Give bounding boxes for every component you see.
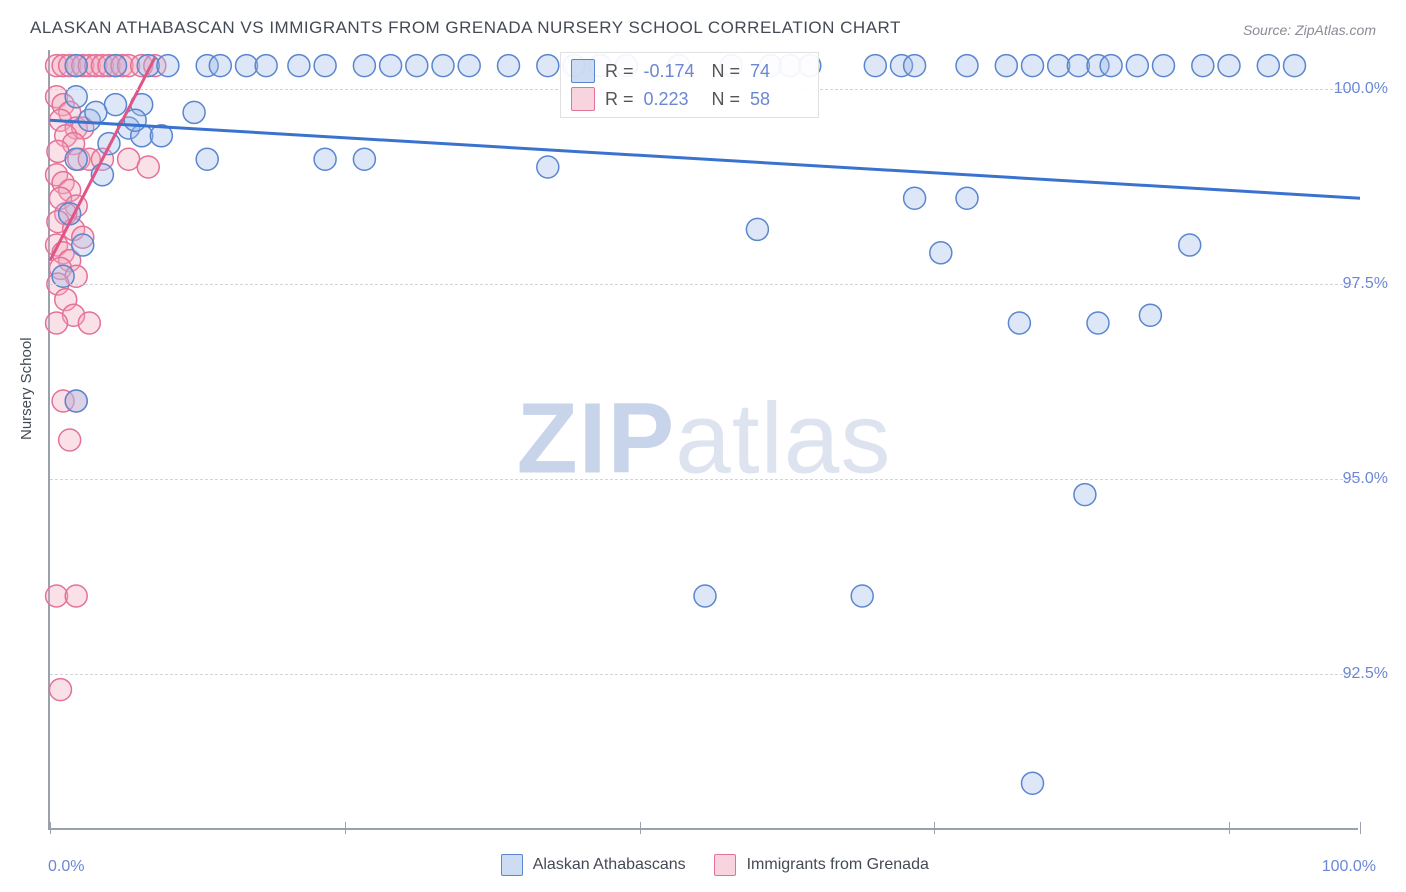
data-point xyxy=(183,101,205,123)
data-point xyxy=(746,218,768,240)
source-label: Source: ZipAtlas.com xyxy=(1243,22,1376,38)
y-tick-label: 100.0% xyxy=(1334,80,1388,98)
data-point xyxy=(105,55,127,77)
data-point xyxy=(864,55,886,77)
data-point xyxy=(537,156,559,178)
data-point xyxy=(72,234,94,256)
gridline xyxy=(50,674,1358,675)
data-point xyxy=(49,679,71,701)
x-tick xyxy=(934,822,935,834)
x-tick xyxy=(1229,822,1230,834)
legend-swatch-series2 xyxy=(714,854,736,876)
data-point xyxy=(432,55,454,77)
legend-bottom: Alaskan Athabascans Immigrants from Gren… xyxy=(0,854,1406,876)
data-point xyxy=(65,390,87,412)
data-point xyxy=(1218,55,1240,77)
data-point xyxy=(1008,312,1030,334)
data-point xyxy=(1153,55,1175,77)
n-label: N = xyxy=(712,89,741,110)
stat-row-series1: R = -0.174 N = 74 xyxy=(571,57,808,85)
stat-s1-n: 74 xyxy=(750,61,808,82)
data-point xyxy=(314,148,336,170)
x-tick-max: 100.0% xyxy=(1322,858,1376,876)
stat-s2-n: 58 xyxy=(750,89,808,110)
x-tick xyxy=(1360,822,1361,834)
data-point xyxy=(406,55,428,77)
data-point xyxy=(458,55,480,77)
data-point xyxy=(1022,772,1044,794)
data-point xyxy=(196,148,218,170)
y-axis-label: Nursery School xyxy=(18,337,35,440)
x-tick xyxy=(50,822,51,834)
data-point xyxy=(78,312,100,334)
data-point xyxy=(1074,484,1096,506)
data-point xyxy=(904,187,926,209)
data-point xyxy=(537,55,559,77)
data-point xyxy=(236,55,258,77)
stat-s1-r: -0.174 xyxy=(644,61,702,82)
data-point xyxy=(380,55,402,77)
data-point xyxy=(1087,312,1109,334)
gridline xyxy=(50,284,1358,285)
data-point xyxy=(1048,55,1070,77)
plot-area: ZIPatlas xyxy=(48,50,1358,830)
data-point xyxy=(498,55,520,77)
y-tick-label: 97.5% xyxy=(1343,275,1388,293)
data-point xyxy=(105,94,127,116)
data-point xyxy=(65,148,87,170)
stat-row-series2: R = 0.223 N = 58 xyxy=(571,85,808,113)
data-point xyxy=(1139,304,1161,326)
data-point xyxy=(1022,55,1044,77)
trend-line xyxy=(50,120,1360,198)
data-point xyxy=(353,148,375,170)
r-label: R = xyxy=(605,89,634,110)
data-point xyxy=(157,55,179,77)
swatch-series1 xyxy=(571,59,595,83)
data-point xyxy=(137,156,159,178)
data-point xyxy=(1179,234,1201,256)
x-tick xyxy=(345,822,346,834)
data-point xyxy=(46,585,68,607)
r-label: R = xyxy=(605,61,634,82)
correlation-stats-box: R = -0.174 N = 74 R = 0.223 N = 58 xyxy=(560,52,819,118)
data-point xyxy=(85,101,107,123)
data-point xyxy=(118,148,140,170)
data-point xyxy=(694,585,716,607)
y-tick-label: 95.0% xyxy=(1343,470,1388,488)
data-point xyxy=(65,55,87,77)
x-tick-min: 0.0% xyxy=(48,858,84,876)
data-point xyxy=(288,55,310,77)
data-point xyxy=(1126,55,1148,77)
data-point xyxy=(1100,55,1122,77)
chart-title: ALASKAN ATHABASCAN VS IMMIGRANTS FROM GR… xyxy=(30,18,901,38)
y-tick-label: 92.5% xyxy=(1343,665,1388,683)
data-point xyxy=(956,187,978,209)
data-point xyxy=(46,312,68,334)
legend-label-series1: Alaskan Athabascans xyxy=(533,856,686,873)
scatter-svg xyxy=(50,50,1360,830)
legend-label-series2: Immigrants from Grenada xyxy=(747,856,929,873)
x-tick xyxy=(640,822,641,834)
data-point xyxy=(59,429,81,451)
data-point xyxy=(1192,55,1214,77)
data-point xyxy=(209,55,231,77)
data-point xyxy=(1067,55,1089,77)
legend-swatch-series1 xyxy=(501,854,523,876)
data-point xyxy=(930,242,952,264)
data-point xyxy=(65,585,87,607)
n-label: N = xyxy=(712,61,741,82)
data-point xyxy=(255,55,277,77)
stat-s2-r: 0.223 xyxy=(644,89,702,110)
gridline xyxy=(50,479,1358,480)
data-point xyxy=(956,55,978,77)
data-point xyxy=(904,55,926,77)
data-point xyxy=(314,55,336,77)
data-point xyxy=(851,585,873,607)
data-point xyxy=(1257,55,1279,77)
data-point xyxy=(1284,55,1306,77)
data-point xyxy=(995,55,1017,77)
swatch-series2 xyxy=(571,87,595,111)
data-point xyxy=(353,55,375,77)
